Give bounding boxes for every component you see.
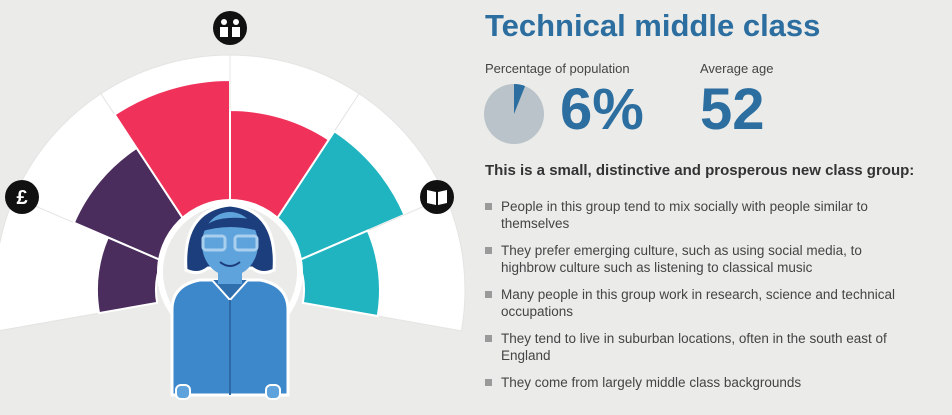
bullet-item: Many people in this group work in resear… [485,286,915,330]
bullet-item: People in this group tend to mix sociall… [485,198,915,242]
cultural-icon [420,180,454,214]
person-icon [170,203,290,400]
description-heading: This is a small, distinctive and prosper… [485,162,915,179]
population-pie [484,84,544,144]
bullet-marker [485,379,492,386]
bullet-text: They prefer emerging culture, such as us… [501,243,862,275]
bullet-marker [485,203,492,210]
bullet-marker [485,335,492,342]
economic-icon: £ [5,180,39,214]
bullet-text: They come from largely middle class back… [501,375,802,390]
title: Technical middle class [485,8,821,43]
capital-fan [0,54,466,332]
bullet-marker [485,247,492,254]
bullet-text: They tend to live in suburban locations,… [501,331,887,363]
bullet-item: They come from largely middle class back… [485,374,915,415]
svg-text:£: £ [16,187,27,209]
bullet-list: People in this group tend to mix sociall… [485,198,915,415]
age-value: 52 [700,77,765,142]
bullet-item: They tend to live in suburban locations,… [485,330,915,374]
population-value: 6% [560,77,644,142]
bullet-item: They prefer emerging culture, such as us… [485,242,915,286]
stat-label: Average age [700,61,774,76]
bullet-marker [485,291,492,298]
social-icon [213,11,247,45]
bullet-text: Many people in this group work in resear… [501,287,895,319]
class-illustration: £ [0,11,466,400]
stat-label: Percentage of population [485,61,630,76]
pie-slice [514,84,526,114]
bullet-text: People in this group tend to mix sociall… [501,199,868,231]
